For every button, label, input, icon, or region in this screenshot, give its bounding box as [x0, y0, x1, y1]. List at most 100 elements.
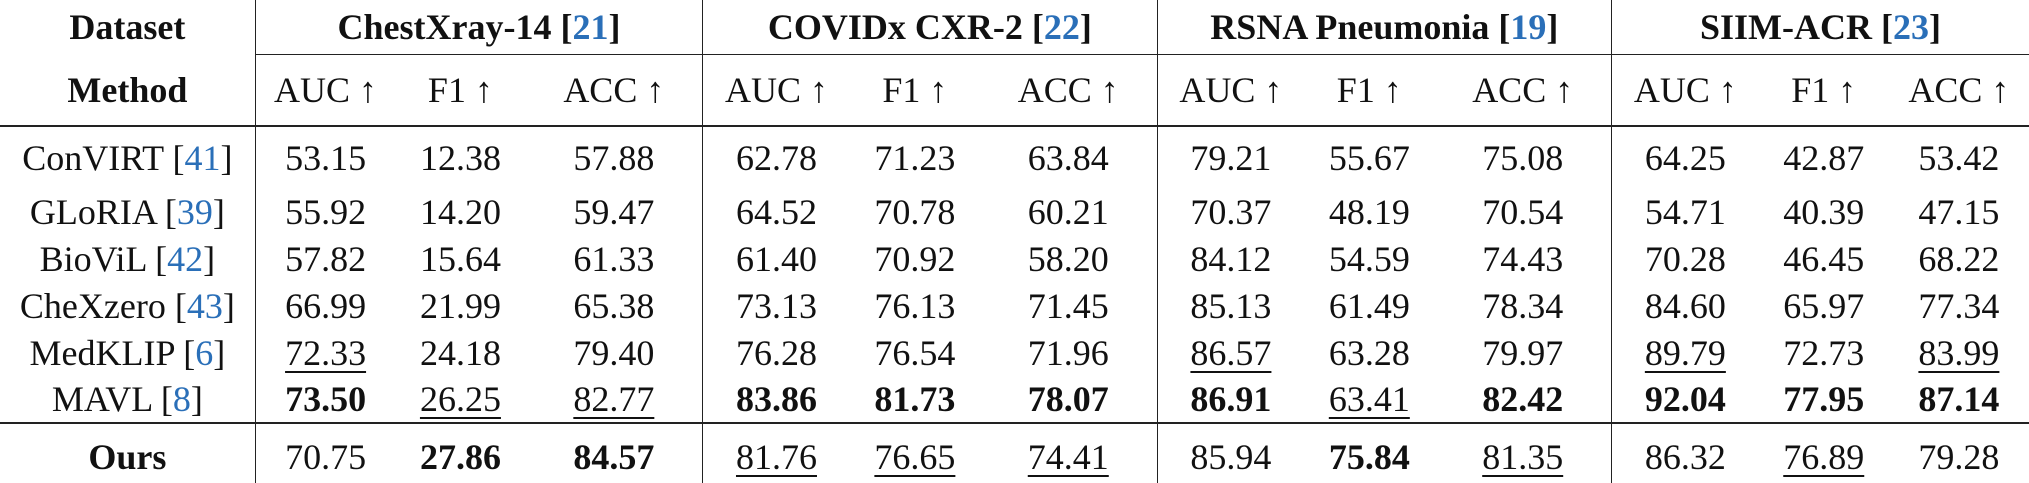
score-cell: 73.13: [735, 285, 817, 326]
score-cell: 76.65: [874, 436, 956, 477]
score-cell: 59.47: [525, 188, 704, 235]
score-cell: 70.54: [1434, 188, 1613, 235]
score-cell: 74.41: [979, 423, 1158, 483]
score-cell: 62.78: [735, 137, 817, 178]
header-row-datasets: Dataset ChestXray-14 [21] COVIDx CXR-2 […: [0, 0, 2029, 55]
score-cell: 12.38: [419, 137, 501, 178]
score-cell: 83.99: [1918, 332, 2000, 373]
method-name: GLoRIA [39]: [0, 188, 256, 235]
score-cell: 76.54: [874, 332, 956, 373]
score-cell: 24.18: [419, 332, 501, 373]
score-cell: 86.32: [1644, 436, 1726, 477]
score-cell: 54.71: [1644, 191, 1726, 232]
score-cell: 70.37: [1190, 191, 1272, 232]
score-cell: 64.25: [1644, 137, 1726, 178]
score-cell: 71.96: [979, 329, 1158, 376]
table-row: CheXzero [43] 66.99 21.99 65.38 73.13 76.13 71…: [0, 282, 2029, 329]
score-cell: 75.08: [1434, 126, 1613, 188]
score-cell: 63.41: [1304, 376, 1435, 424]
score-cell: 57.82: [285, 238, 367, 279]
score-cell: 74.43: [1434, 235, 1613, 282]
score-cell: 47.15: [1918, 191, 2000, 232]
metric-header: ACC ↑: [525, 54, 704, 127]
score-cell: 65.97: [1783, 285, 1865, 326]
score-cell: 86.57: [1190, 332, 1272, 373]
score-cell: 76.13: [874, 285, 956, 326]
score-cell: 70.92: [874, 238, 956, 279]
metric-header: ACC ↑: [1434, 54, 1613, 127]
score-cell: 46.45: [1783, 238, 1865, 279]
metric-header: ACC ↑: [979, 54, 1158, 127]
score-cell: 84.12: [1190, 238, 1272, 279]
score-cell: 81.73: [849, 376, 980, 424]
dataset-label: Dataset: [0, 0, 256, 54]
score-cell: 48.19: [1328, 191, 1410, 232]
metric-header: F1 ↑: [1758, 54, 1889, 127]
score-cell: 71.45: [979, 282, 1158, 329]
score-cell: 89.79: [1644, 332, 1726, 373]
table-row: MAVL [8] 73.50 26.25 82.77 83.86 81.73 78.07 86…: [0, 376, 2029, 424]
score-cell: 70.28: [1644, 238, 1726, 279]
score-cell: 55.67: [1328, 137, 1410, 178]
method-rows: ConVIRT [41] 53.15 12.38 57.88 62.78 71.23 63.…: [0, 126, 2029, 424]
score-cell: 78.07: [979, 376, 1158, 424]
score-cell: 85.13: [1190, 285, 1272, 326]
score-cell: 61.40: [735, 238, 817, 279]
score-cell: 70.75: [285, 436, 367, 477]
score-cell: 71.23: [874, 137, 956, 178]
score-cell: 15.64: [419, 238, 501, 279]
header-row-metrics: Method AUC ↑ F1 ↑ ACC ↑ AUC ↑ F1 ↑ ACC ↑…: [0, 54, 2029, 127]
metric-header: F1 ↑: [849, 54, 980, 127]
method-name: MAVL [8]: [0, 376, 256, 424]
score-cell: 72.33: [285, 332, 367, 373]
metric-header: AUC ↑: [1157, 54, 1305, 127]
score-cell: 81.35: [1434, 423, 1613, 483]
metric-header: AUC ↑: [255, 54, 396, 127]
score-cell: 86.91: [1157, 376, 1305, 424]
score-cell: 65.38: [525, 282, 704, 329]
dataset-siim: SIIM-ACR [23]: [1611, 0, 2029, 55]
score-cell: 27.86: [419, 436, 501, 477]
score-cell: 40.39: [1783, 191, 1865, 232]
score-cell: 63.84: [979, 126, 1158, 188]
score-cell: 79.28: [1918, 436, 2000, 477]
score-cell: 82.42: [1434, 376, 1613, 424]
dataset-covidx: COVIDx CXR-2 [22]: [702, 0, 1158, 55]
score-cell: 76.89: [1783, 436, 1865, 477]
metric-header: ACC ↑: [1888, 54, 2029, 127]
score-cell: 79.21: [1190, 137, 1272, 178]
score-cell: 61.33: [525, 235, 704, 282]
score-cell: 84.60: [1644, 285, 1726, 326]
score-cell: 58.20: [979, 235, 1158, 282]
method-name-ours: Ours: [0, 423, 256, 483]
score-cell: 87.14: [1888, 376, 2029, 424]
score-cell: 79.97: [1434, 329, 1613, 376]
score-cell: 77.95: [1758, 376, 1889, 424]
method-name: BioViL [42]: [0, 235, 256, 282]
method-name: CheXzero [43]: [0, 282, 256, 329]
score-cell: 82.77: [525, 376, 704, 424]
score-cell: 75.84: [1328, 436, 1410, 477]
score-cell: 78.34: [1434, 282, 1613, 329]
score-cell: 84.57: [525, 423, 704, 483]
score-cell: 72.73: [1783, 332, 1865, 373]
score-cell: 26.25: [395, 376, 526, 424]
table-row: GLoRIA [39] 55.92 14.20 59.47 64.52 70.78 60.2…: [0, 188, 2029, 235]
score-cell: 57.88: [525, 126, 704, 188]
score-cell: 70.78: [874, 191, 956, 232]
score-cell: 73.50: [255, 376, 396, 424]
metric-header: F1 ↑: [1304, 54, 1435, 127]
score-cell: 55.92: [285, 191, 367, 232]
method-label: Method: [0, 54, 256, 127]
score-cell: 85.94: [1190, 436, 1272, 477]
metric-header: AUC ↑: [1611, 54, 1759, 127]
score-cell: 63.28: [1328, 332, 1410, 373]
score-cell: 79.40: [525, 329, 704, 376]
score-cell: 66.99: [285, 285, 367, 326]
table-row: BioViL [42] 57.82 15.64 61.33 61.40 70.92 58.2…: [0, 235, 2029, 282]
table-row: ConVIRT [41] 53.15 12.38 57.88 62.78 71.23 63.…: [0, 126, 2029, 188]
metric-header: F1 ↑: [395, 54, 526, 127]
score-cell: 21.99: [419, 285, 501, 326]
